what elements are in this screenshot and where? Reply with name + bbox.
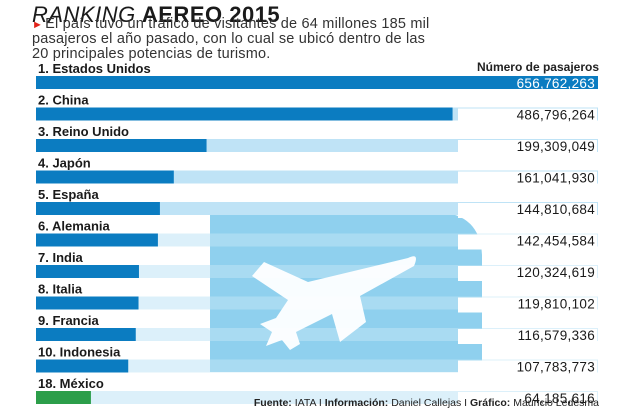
category-label: 3. Reino Unido [38, 124, 129, 139]
bullet-arrow-icon: ► [32, 19, 44, 31]
intro-line-2-text: pasajeros el año pasado, con lo cual se … [32, 32, 426, 47]
bar-track [36, 359, 598, 373]
category-label: 10. Indonesia [38, 345, 121, 360]
category-label: 8. Italia [38, 282, 83, 297]
bar-track [36, 233, 598, 247]
value-label: 107,783,773 [517, 360, 595, 375]
source-value: IATA [294, 397, 316, 409]
value-label: 656,762,263 [517, 76, 595, 91]
value-label-box [458, 108, 597, 124]
source-label: Fuente: [253, 397, 292, 409]
bar-row: 5. España 144,810,684 [36, 187, 598, 218]
value-label-box [458, 234, 597, 250]
bar-track [36, 328, 598, 341]
bar [36, 107, 453, 121]
info-value: Daniel Callejas [391, 397, 462, 409]
value-label-box [458, 360, 597, 376]
bar-row: 18. México 64,185,616 [36, 376, 598, 407]
bar-row: 6. Alemania 142,454,584 [36, 219, 598, 250]
bar-row: 3. Reino Unido 199,309,049 [36, 124, 598, 155]
value-label: 199,309,049 [517, 139, 595, 154]
intro-line-1-text: El país tuvo un tráfico de visitantes de… [45, 17, 430, 32]
airplane-icon [252, 256, 416, 350]
category-label: 18. México [38, 376, 104, 391]
value-label: 142,454,584 [517, 234, 596, 249]
bar-row: 10. Indonesia 107,783,773 [36, 345, 598, 376]
intro-text: ► El país tuvo un tráfico de visitantes d… [32, 16, 622, 62]
value-label-box [458, 266, 597, 281]
value-label: 116,579,336 [518, 328, 595, 343]
value-label: 64,185,616 [524, 391, 595, 406]
bar [36, 359, 129, 373]
chart-title: RANKING AEREO 2015 [32, 2, 280, 28]
intro-line-1: ► El país tuvo un tráfico de visitantes d… [32, 17, 622, 32]
value-label: 161,041,930 [517, 171, 595, 186]
bar [36, 296, 139, 310]
title-part1: RANKING [32, 2, 136, 27]
value-label-box [458, 329, 597, 344]
category-label: 7. India [38, 250, 84, 265]
bar-row: 7. India 120,324,619 [36, 250, 598, 281]
category-label: 6. Alemania [38, 219, 111, 234]
graphic-value: Mauricio Ledesma [513, 397, 599, 409]
bar [36, 265, 139, 278]
value-label-box [458, 140, 597, 155]
value-label-box [458, 203, 597, 218]
bar-row: 9. Francia 116,579,336 [36, 313, 598, 344]
bar-row: 2. China 486,796,264 [36, 93, 598, 124]
bar-row: 4. Japón 161,041,930 [36, 156, 598, 187]
bar [36, 76, 598, 89]
value-label: 119,810,102 [518, 297, 595, 312]
category-label: 4. Japón [38, 156, 91, 171]
intro-line-3-text: 20 principales potencias de turismo. [32, 47, 271, 62]
bar-track [36, 202, 598, 215]
category-label: 2. China [38, 93, 89, 108]
bar [36, 328, 136, 341]
value-label: 120,324,619 [517, 265, 595, 280]
value-label: 144,810,684 [517, 202, 596, 217]
bar-track [36, 170, 598, 184]
bar [36, 233, 158, 247]
bar-track [36, 391, 598, 404]
info-label: Información: [324, 397, 389, 409]
category-label: 9. Francia [38, 313, 99, 328]
title-part2: AEREO 2015 [141, 2, 281, 27]
category-label: 5. España [38, 187, 99, 202]
bar-row: 1. Estados Unidos 656,762,263 [36, 61, 598, 91]
bar [36, 391, 91, 404]
separator: I [318, 397, 322, 409]
value-label: 486,796,264 [517, 108, 596, 123]
value-label-box [458, 171, 597, 187]
column-header: Número de pasajeros [476, 60, 599, 74]
category-label: 1. Estados Unidos [38, 61, 151, 76]
bar [36, 202, 160, 215]
bar-track [36, 265, 598, 278]
intro-line-2: pasajeros el año pasado, con lo cual se … [32, 32, 622, 47]
credits-footer: Fuente: IATA I Información: Daniel Calle… [0, 397, 599, 409]
value-label-box [458, 297, 597, 313]
bar [36, 170, 174, 184]
bar [36, 139, 207, 152]
intro-line-3: 20 principales potencias de turismo. [32, 47, 622, 62]
value-label-box [458, 392, 597, 407]
separator: I [464, 397, 468, 409]
graphic-label: Gráfico: [470, 397, 511, 409]
